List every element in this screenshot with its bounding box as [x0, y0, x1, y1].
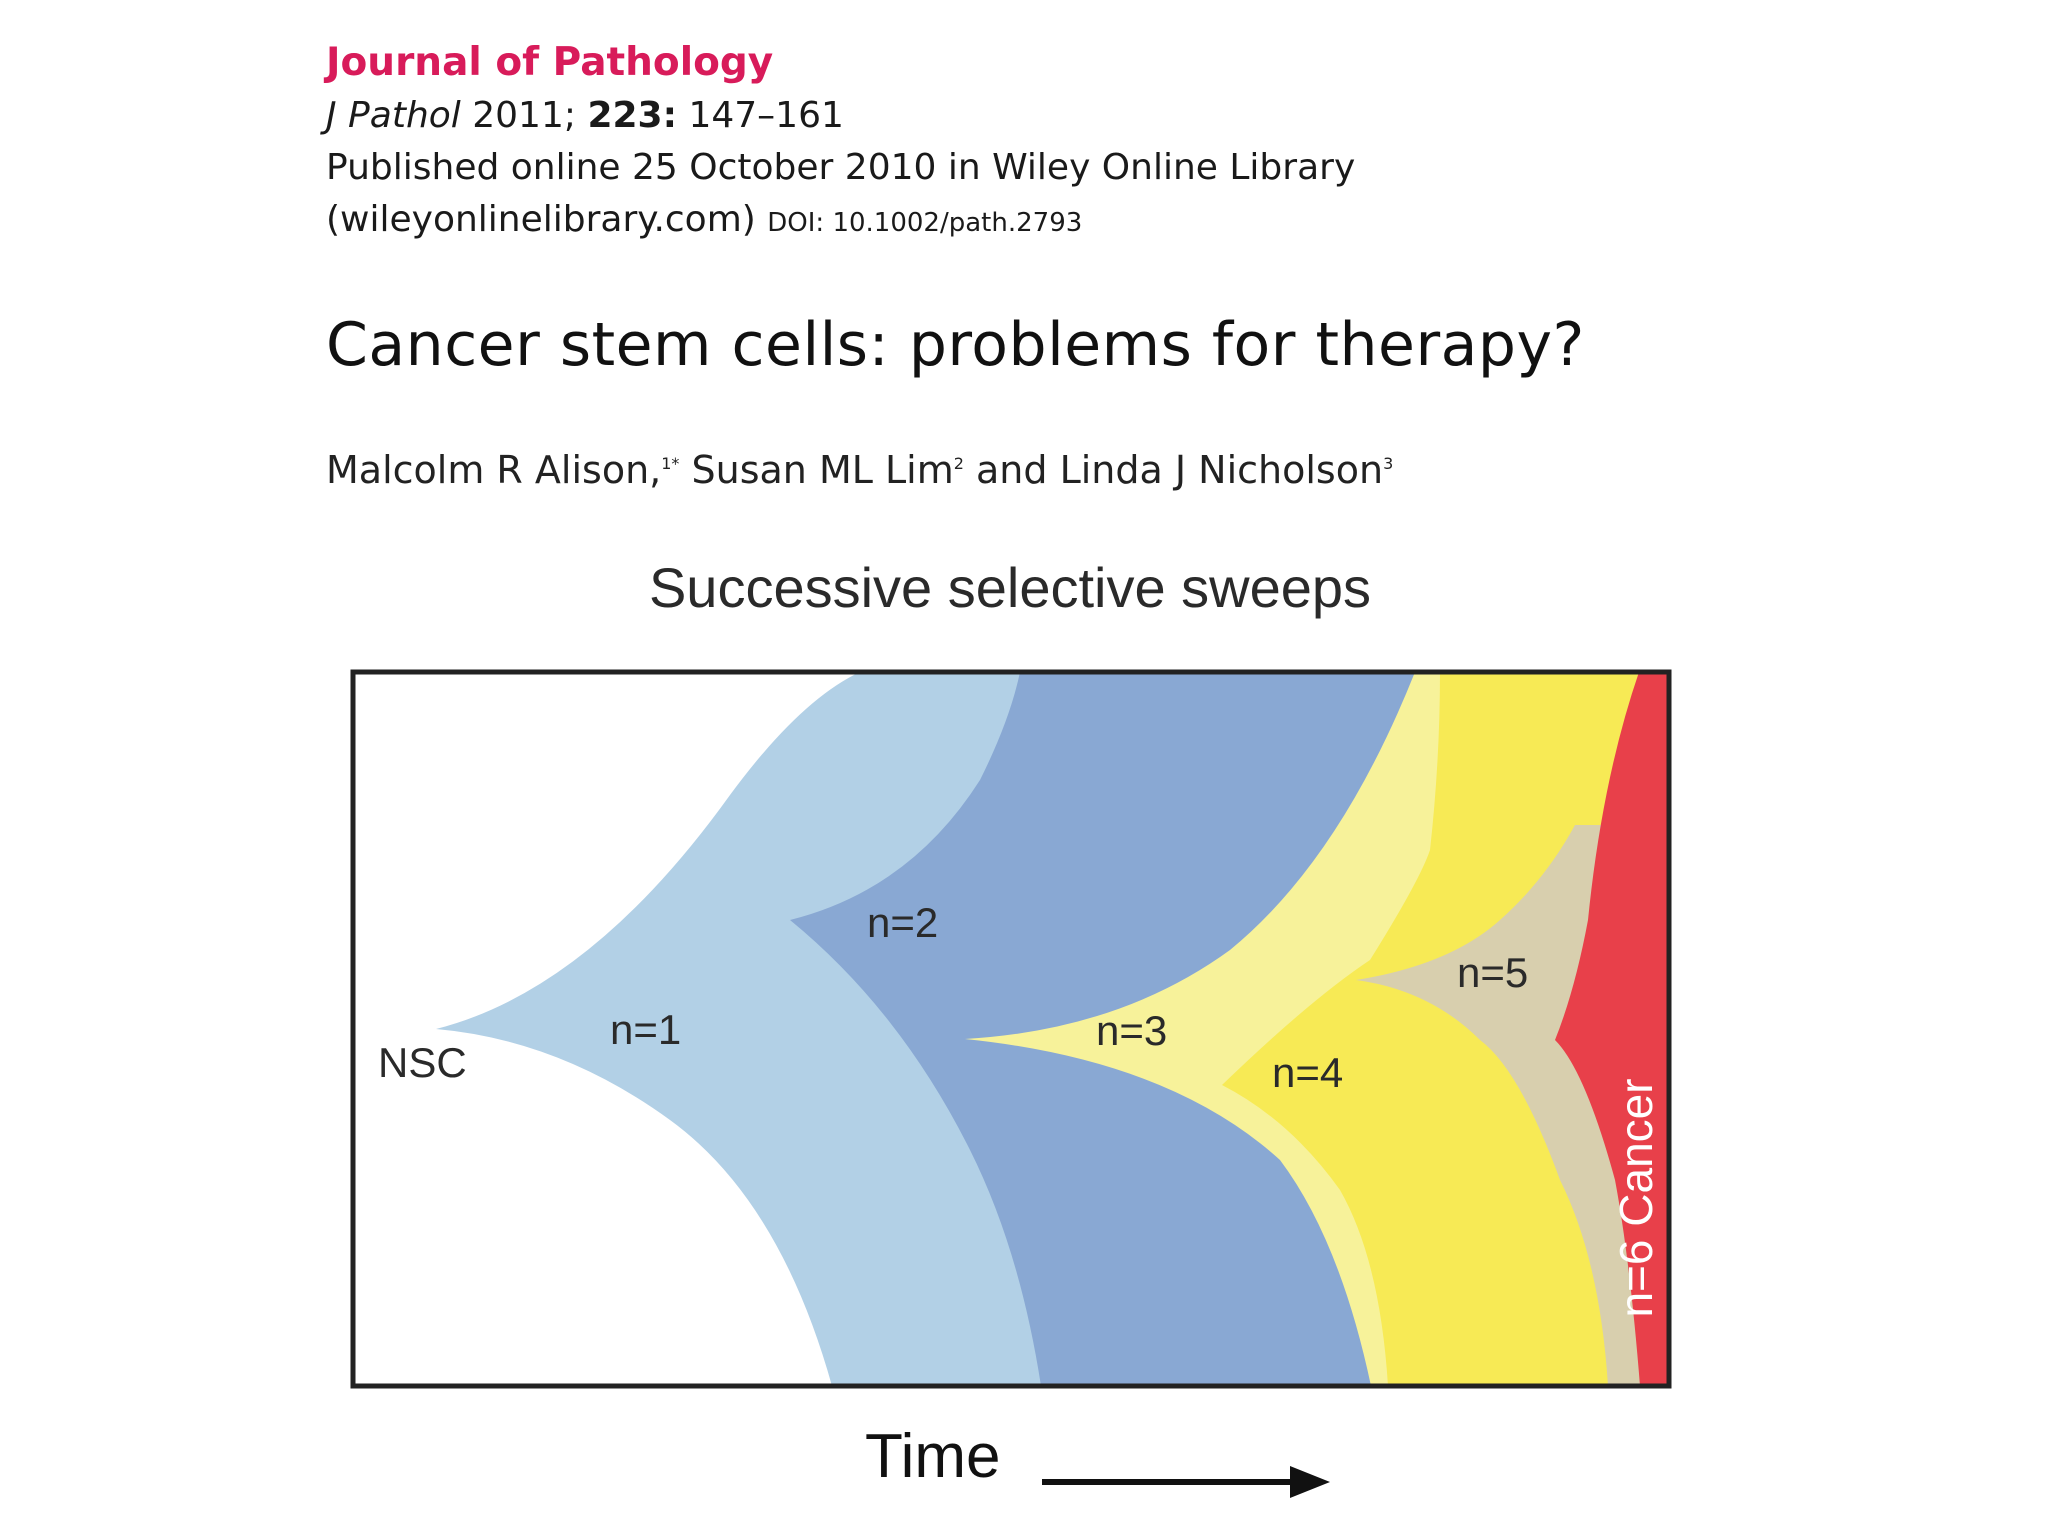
- citation-journal: J Pathol: [326, 95, 461, 136]
- label-n2: n=2: [867, 899, 938, 946]
- citation-year: 2011;: [472, 95, 576, 136]
- figure-title: Successive selective sweeps: [649, 560, 1371, 619]
- x-axis-label: Time: [865, 1422, 1000, 1491]
- site-link[interactable]: (wileyonlinelibrary.com): [326, 199, 756, 240]
- citation-line: J Pathol 2011; 223: 147–161: [326, 90, 1355, 142]
- author-3: Linda J Nicholson: [1059, 448, 1384, 492]
- journal-header: Journal of Pathology J Pathol 2011; 223:…: [326, 36, 1355, 249]
- published-line: Published online 25 October 2010 in Wile…: [326, 147, 1356, 188]
- author-connector: and: [963, 448, 1060, 492]
- n6-region: [1555, 672, 1669, 1386]
- label-n4: n=4: [1272, 1049, 1343, 1096]
- citation-pages: 147–161: [688, 95, 844, 136]
- label-n1: n=1: [610, 1006, 681, 1053]
- author-2: Susan ML Lim: [679, 448, 954, 492]
- citation-volume: 223:: [587, 95, 677, 136]
- label-n3: n=3: [1096, 1007, 1167, 1054]
- author-3-mark: 3: [1383, 454, 1394, 473]
- label-n6-cancer: n=6 Cancer: [1610, 1078, 1662, 1317]
- journal-name: Journal of Pathology: [326, 40, 774, 85]
- article-title: Cancer stem cells: problems for therapy?: [326, 310, 1585, 380]
- site-doi-line: (wileyonlinelibrary.com) DOI: 10.1002/pa…: [326, 194, 1355, 249]
- plot-frame: [350, 669, 1672, 1389]
- author-1-mark: 1*: [661, 454, 680, 473]
- author-list: Malcolm R Alison,1* Susan ML Lim2 and Li…: [326, 448, 1393, 492]
- author-2-mark: 2: [953, 454, 964, 473]
- selective-sweeps-figure: Successive selective sweeps NSC n=1 n=2 …: [330, 560, 1750, 1530]
- label-n5: n=5: [1457, 949, 1528, 996]
- time-arrow-icon: [1042, 1466, 1330, 1498]
- figure-canvas: Successive selective sweeps NSC n=1 n=2 …: [350, 560, 1672, 1498]
- n4-region: [1222, 672, 1669, 1386]
- doi[interactable]: DOI: 10.1002/path.2793: [767, 208, 1083, 238]
- author-1: Malcolm R Alison,: [326, 448, 662, 492]
- label-nsc: NSC: [378, 1039, 467, 1086]
